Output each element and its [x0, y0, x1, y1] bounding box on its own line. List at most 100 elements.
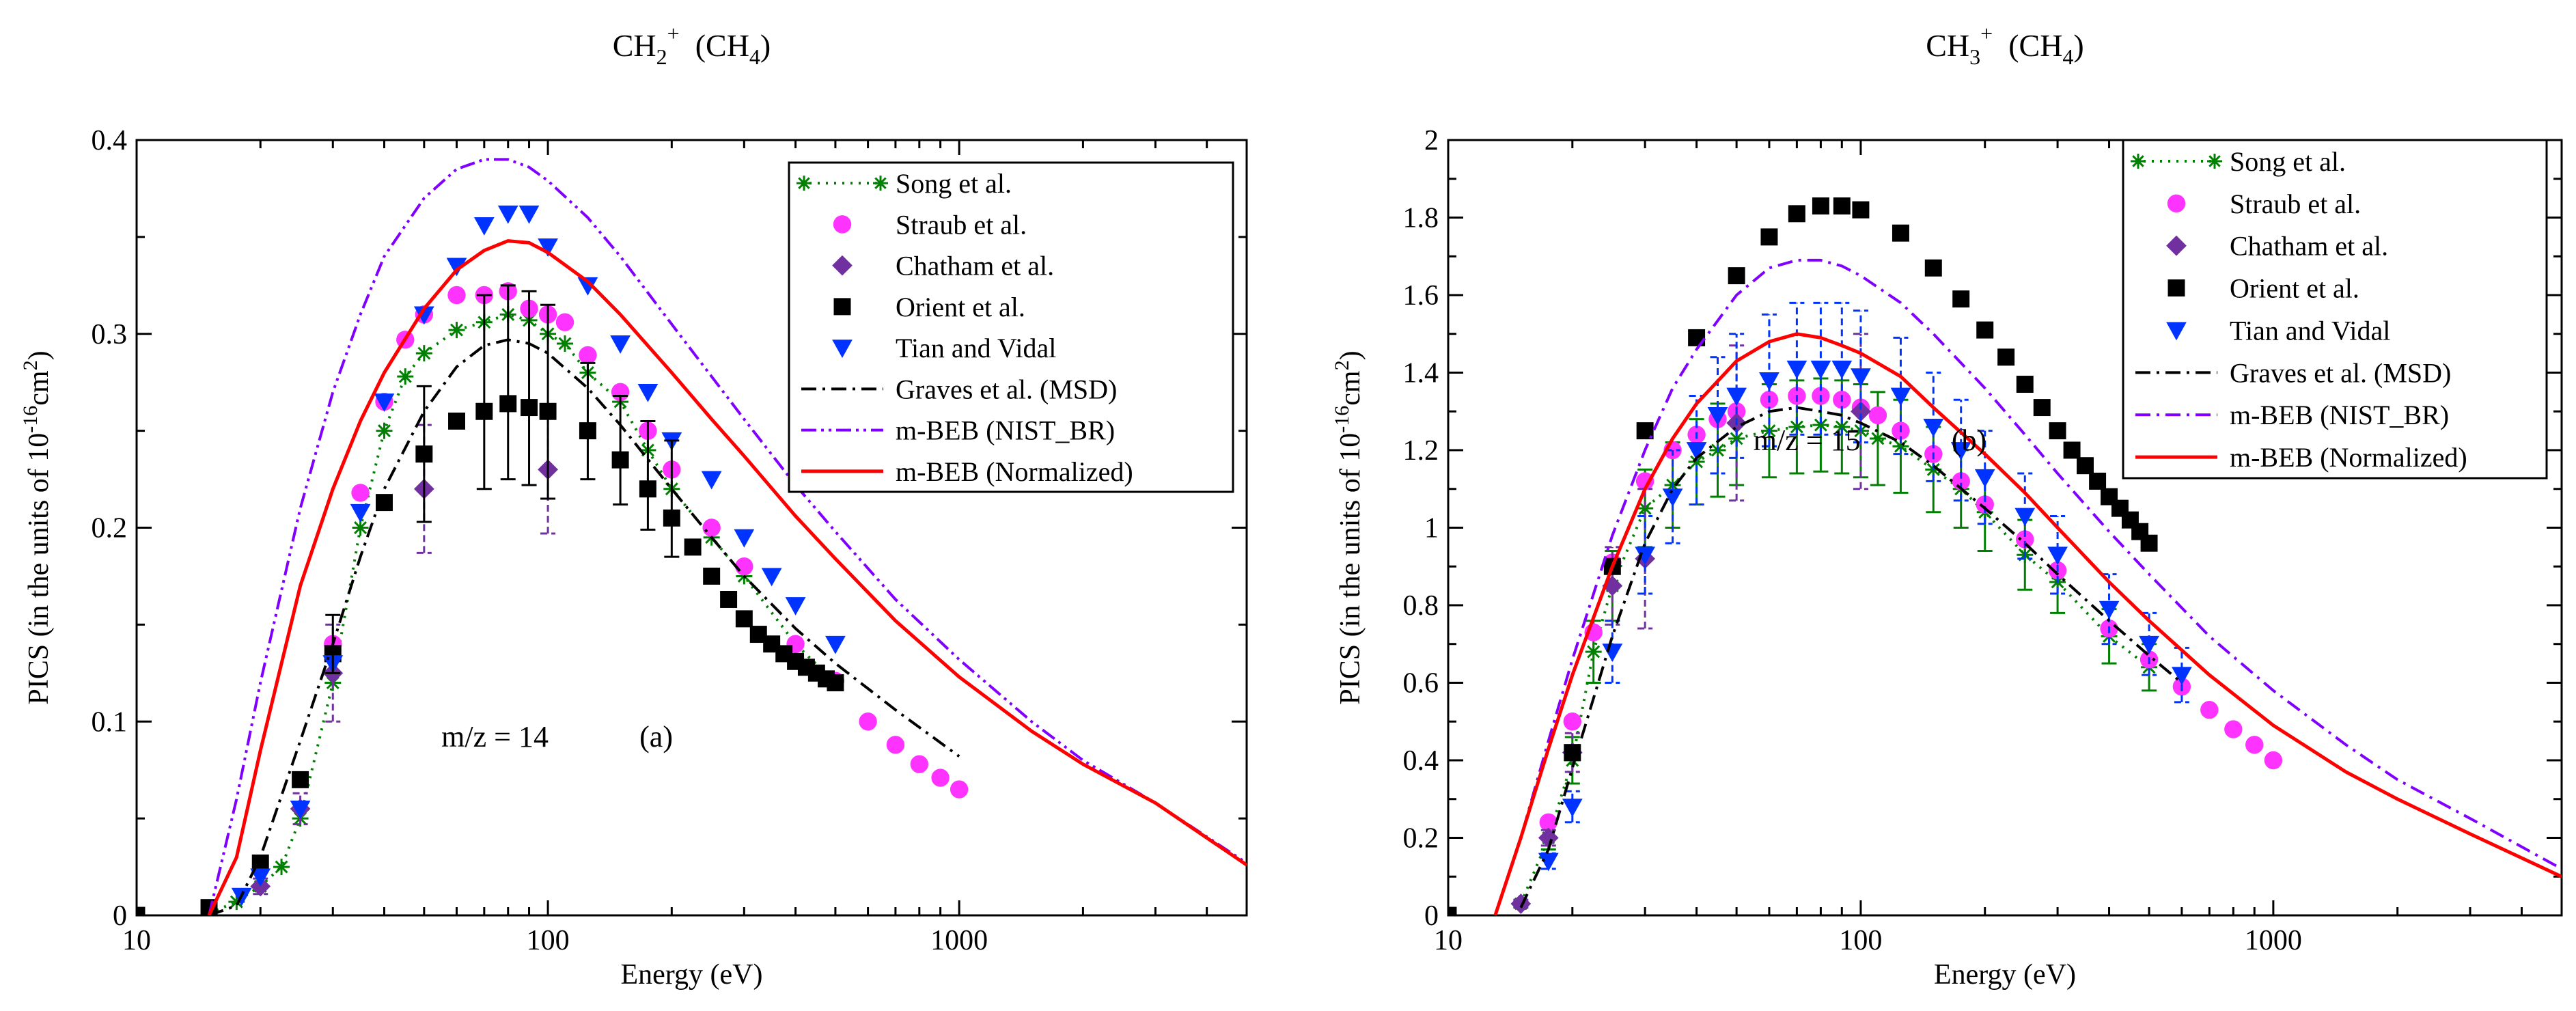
series-m-beb-nist-br	[208, 158, 1247, 915]
legend-item-tian-and-vidal: Tian and Vidal	[2166, 315, 2390, 346]
legend-item-orient-et-al: Orient et al.	[2168, 273, 2359, 304]
data-point	[2140, 534, 2158, 552]
data-point	[577, 277, 598, 296]
annotation-mz: m/z = 14	[441, 720, 549, 753]
data-point	[825, 635, 846, 654]
data-point	[448, 322, 465, 339]
error-bar	[664, 439, 680, 558]
data-point	[1812, 197, 1829, 214]
data-point	[1923, 419, 1944, 437]
data-layer	[1448, 197, 2562, 915]
data-point	[1976, 495, 1994, 514]
panel-b-chart: CH3+ (CH4) 10 100 1000 0 0.2 0.4 0.6 0.8 1 1.2 1.4 1…	[1331, 21, 2563, 991]
data-point	[350, 503, 371, 523]
data-point	[1538, 853, 1559, 872]
legend-item-m-beb-normalized: m-BEB (Normalized)	[801, 456, 1133, 487]
data-point	[2172, 667, 2192, 686]
legend-label: m-BEB (Normalized)	[896, 456, 1133, 487]
data-point	[1786, 360, 1808, 379]
data-point	[374, 393, 395, 412]
data-point	[2063, 441, 2081, 459]
series-m-beb-normalized	[1493, 332, 2562, 915]
error-bar	[325, 613, 341, 674]
data-point	[1890, 387, 1911, 406]
legend-label: Chatham et al.	[2230, 231, 2388, 262]
legend-item-m-beb-normalized: m-BEB (Normalized)	[2135, 442, 2467, 473]
legend-swatch-marker	[873, 176, 888, 191]
legend-swatch-marker	[2207, 153, 2222, 169]
data-point	[1602, 575, 1623, 596]
data-point	[2224, 720, 2243, 738]
data-point	[1448, 906, 1457, 915]
data-point	[684, 538, 702, 556]
legend-label: Graves et al. (MSD)	[896, 374, 1117, 404]
chart-title: CH2+ (CH4)	[613, 21, 771, 69]
series-line	[208, 313, 837, 915]
data-point	[250, 868, 271, 887]
y-tick-label: 1.4	[1403, 358, 1439, 389]
data-point	[1726, 387, 1747, 406]
data-point	[1976, 321, 1994, 339]
error-bar	[416, 385, 432, 523]
data-point	[950, 780, 969, 799]
y-tick-label: 0.1	[92, 706, 128, 738]
legend-swatch-marker	[797, 176, 812, 191]
y-tick-label: 1.8	[1403, 203, 1439, 234]
data-point	[2099, 600, 2120, 620]
legend-label: Song et al.	[896, 168, 1012, 199]
legend-label: Tian and Vidal	[896, 333, 1056, 363]
panel-label: (a)	[639, 720, 673, 753]
error-bar	[521, 290, 537, 486]
series-line	[1493, 332, 2562, 915]
error-bar	[613, 395, 628, 506]
data-point	[2014, 508, 2036, 527]
x-tick-label: 1000	[2245, 925, 2302, 956]
data-point	[1562, 799, 1583, 817]
data-point	[1868, 406, 1887, 425]
data-point	[351, 484, 370, 502]
data-point	[1688, 454, 1705, 471]
data-point	[2139, 635, 2159, 654]
legend-item-song-et-al: Song et al.	[797, 168, 1012, 199]
data-point	[1688, 329, 1706, 346]
panel-a-chart: CH2+ (CH4) 10 100 1000 0 0.1 0.2 0.3 0.4 Energy (…	[19, 21, 1248, 991]
y-tick-label: 1.2	[1403, 435, 1439, 467]
legend-item-chatham-et-al: Chatham et al.	[2166, 231, 2388, 262]
legend-item-straub-et-al: Straub et al.	[833, 209, 1027, 240]
y-axis-label: PICS (in the units of 10-16cm2)	[19, 350, 55, 704]
data-point	[703, 567, 721, 585]
error-bar	[2142, 611, 2157, 676]
data-point	[859, 712, 877, 731]
data-point	[448, 412, 465, 430]
data-point	[1563, 712, 1582, 731]
legend-swatch-marker	[2166, 322, 2187, 341]
legend-item-orient-et-al: Orient et al.	[833, 292, 1025, 322]
error-bar	[500, 284, 516, 481]
legend-label: m-BEB (NIST_BR)	[2230, 400, 2449, 430]
data-point	[413, 306, 434, 325]
data-point	[2200, 701, 2219, 719]
y-tick-label: 0.2	[1403, 823, 1439, 855]
data-point	[720, 591, 738, 608]
legend-item-graves-et-al-msd: Graves et al. (MSD)	[2135, 357, 2451, 388]
legend-item-m-beb-nist-br: m-BEB (NIST_BR)	[2135, 400, 2449, 430]
data-point	[1950, 442, 1971, 460]
data-point	[1831, 360, 1853, 379]
data-point	[886, 736, 905, 754]
data-point	[2049, 422, 2066, 440]
series-graves-et-al-msd	[208, 338, 960, 915]
series-line	[1519, 406, 2183, 909]
legend-label: Graves et al. (MSD)	[2230, 357, 2451, 388]
series-tian-and-vidal	[231, 205, 846, 906]
legend-swatch-marker	[832, 340, 853, 359]
data-point	[2089, 472, 2107, 490]
legend-item-song-et-al: Song et al.	[2131, 146, 2346, 177]
data-point	[292, 771, 309, 788]
data-point	[446, 258, 467, 277]
data-point	[447, 286, 466, 305]
data-point	[610, 335, 631, 354]
y-tick-label: 1	[1424, 513, 1439, 544]
data-point	[1510, 894, 1532, 914]
y-tick-label: 0.6	[1403, 668, 1439, 700]
